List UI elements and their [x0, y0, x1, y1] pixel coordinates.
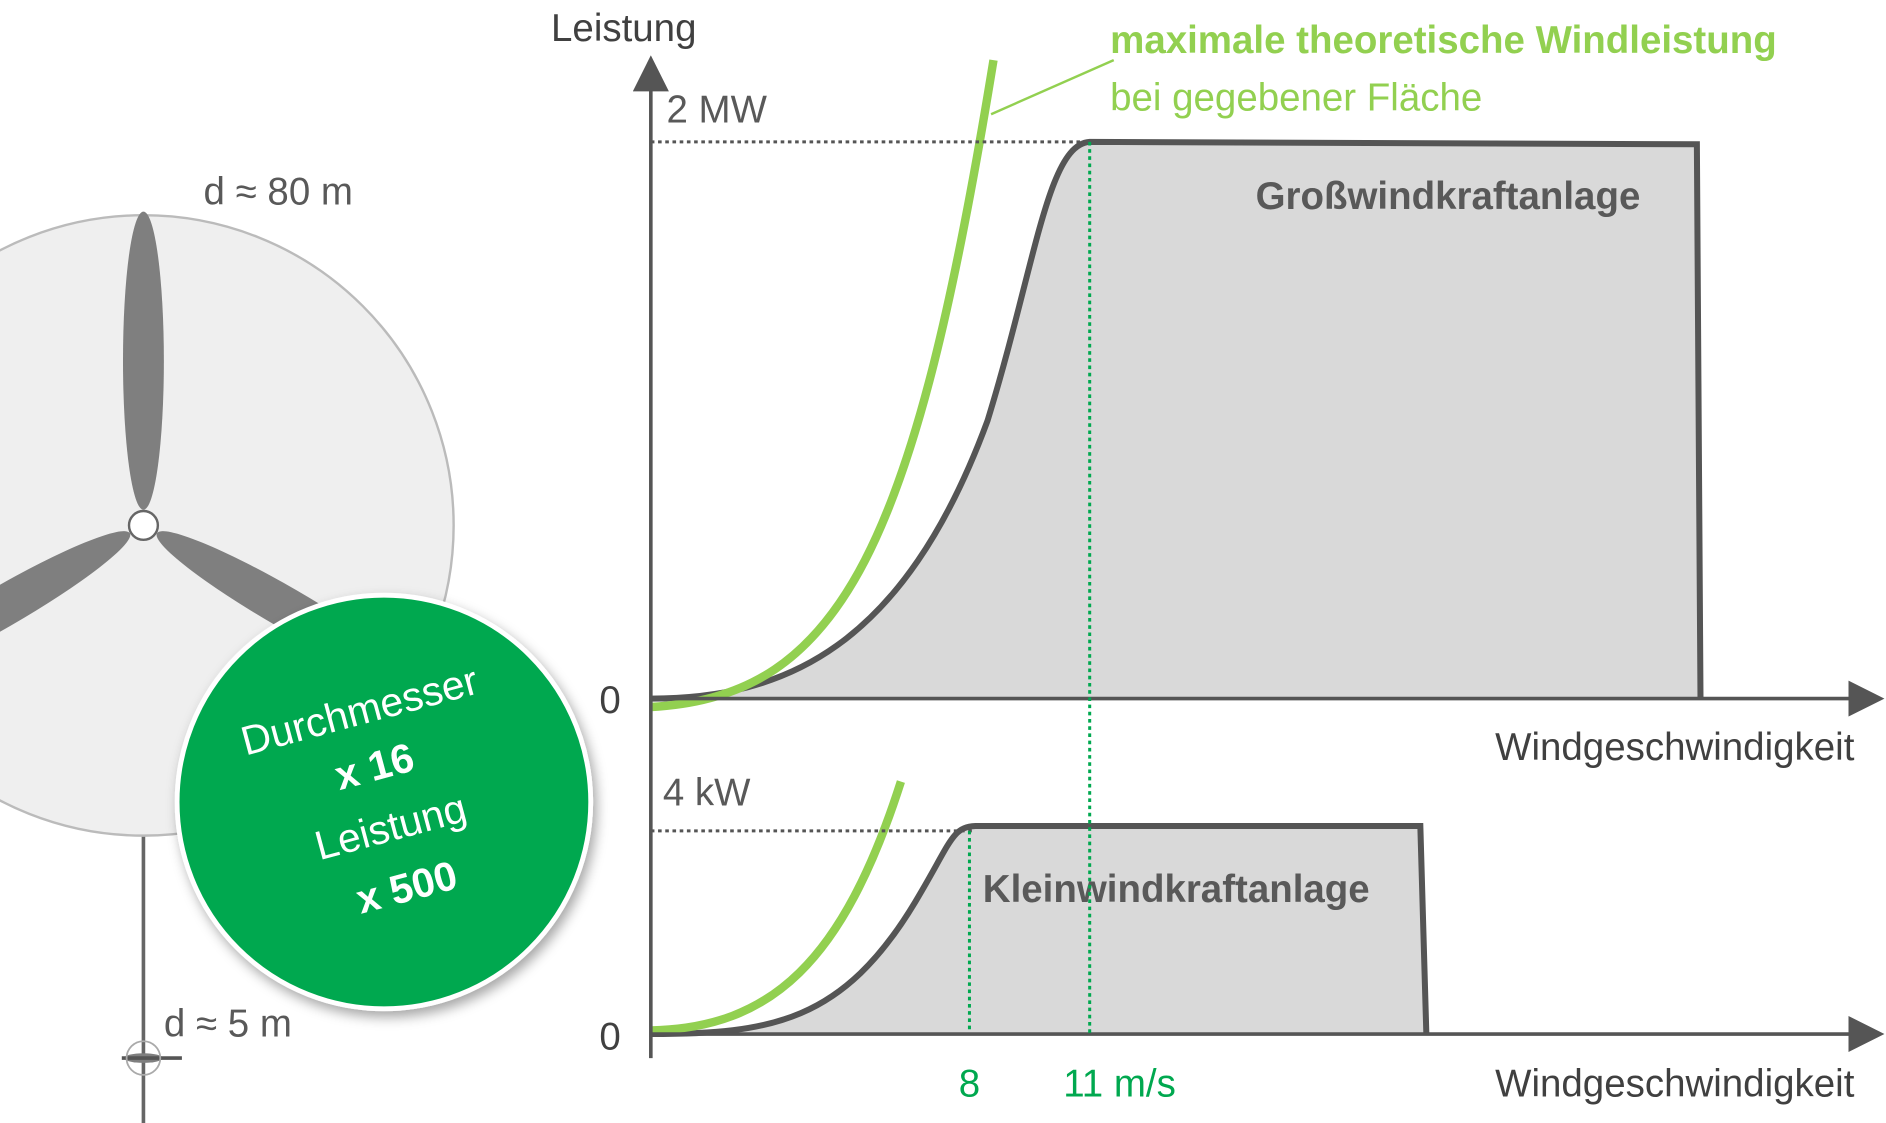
badge-circle	[174, 592, 594, 1012]
large-diameter: d ≈ 80 m	[204, 170, 353, 213]
hub	[127, 509, 160, 542]
y-zero-label: 0	[599, 679, 620, 722]
small-diameter: d ≈ 5 m	[164, 1002, 292, 1045]
x-axis-label: Windgeschwindigkeit	[1495, 726, 1855, 769]
theory-curve	[650, 59, 998, 712]
blade	[0, 531, 131, 685]
small-rotor: d ≈ 5 m	[121, 1002, 292, 1076]
area-label: Kleinwindkraftanlage	[983, 868, 1370, 911]
y-zero-label: 0	[599, 1016, 620, 1059]
y-max-label: 4 kW	[663, 772, 751, 815]
x-tick-small: 8	[959, 1063, 980, 1106]
small-rotor-disc	[125, 1040, 162, 1076]
x-axis-label: Windgeschwindigkeit	[1495, 1063, 1855, 1106]
theory-title: maximale theoretische Windleistung	[1110, 19, 1777, 62]
x-tick-large: 11 m/s	[1063, 1063, 1176, 1106]
y-max-label: 2 MW	[666, 89, 767, 132]
small-theory-curve	[650, 780, 905, 1035]
large-turbine-area	[650, 141, 1701, 699]
theory-leader	[990, 59, 1115, 116]
badge: Durchmesser x 16 Leistung x 500	[174, 592, 594, 1012]
y-axis-label: Leistung	[551, 7, 696, 50]
area-label: Großwindkraftanlage	[1256, 175, 1641, 218]
theory-subtitle: bei gegebener Fläche	[1110, 77, 1482, 120]
small-turbine-curve	[650, 823, 1430, 1038]
small-turbine-area	[650, 826, 1427, 1035]
large-turbine-curve	[650, 138, 1704, 702]
blade	[122, 211, 164, 510]
bottom-chart: 4 kW 0 Windgeschwindigkeit Kleinwindkraf…	[599, 772, 1885, 1106]
top-chart: Leistung 2 MW 0 Windgeschwindigkeit Groß…	[551, 7, 1885, 769]
